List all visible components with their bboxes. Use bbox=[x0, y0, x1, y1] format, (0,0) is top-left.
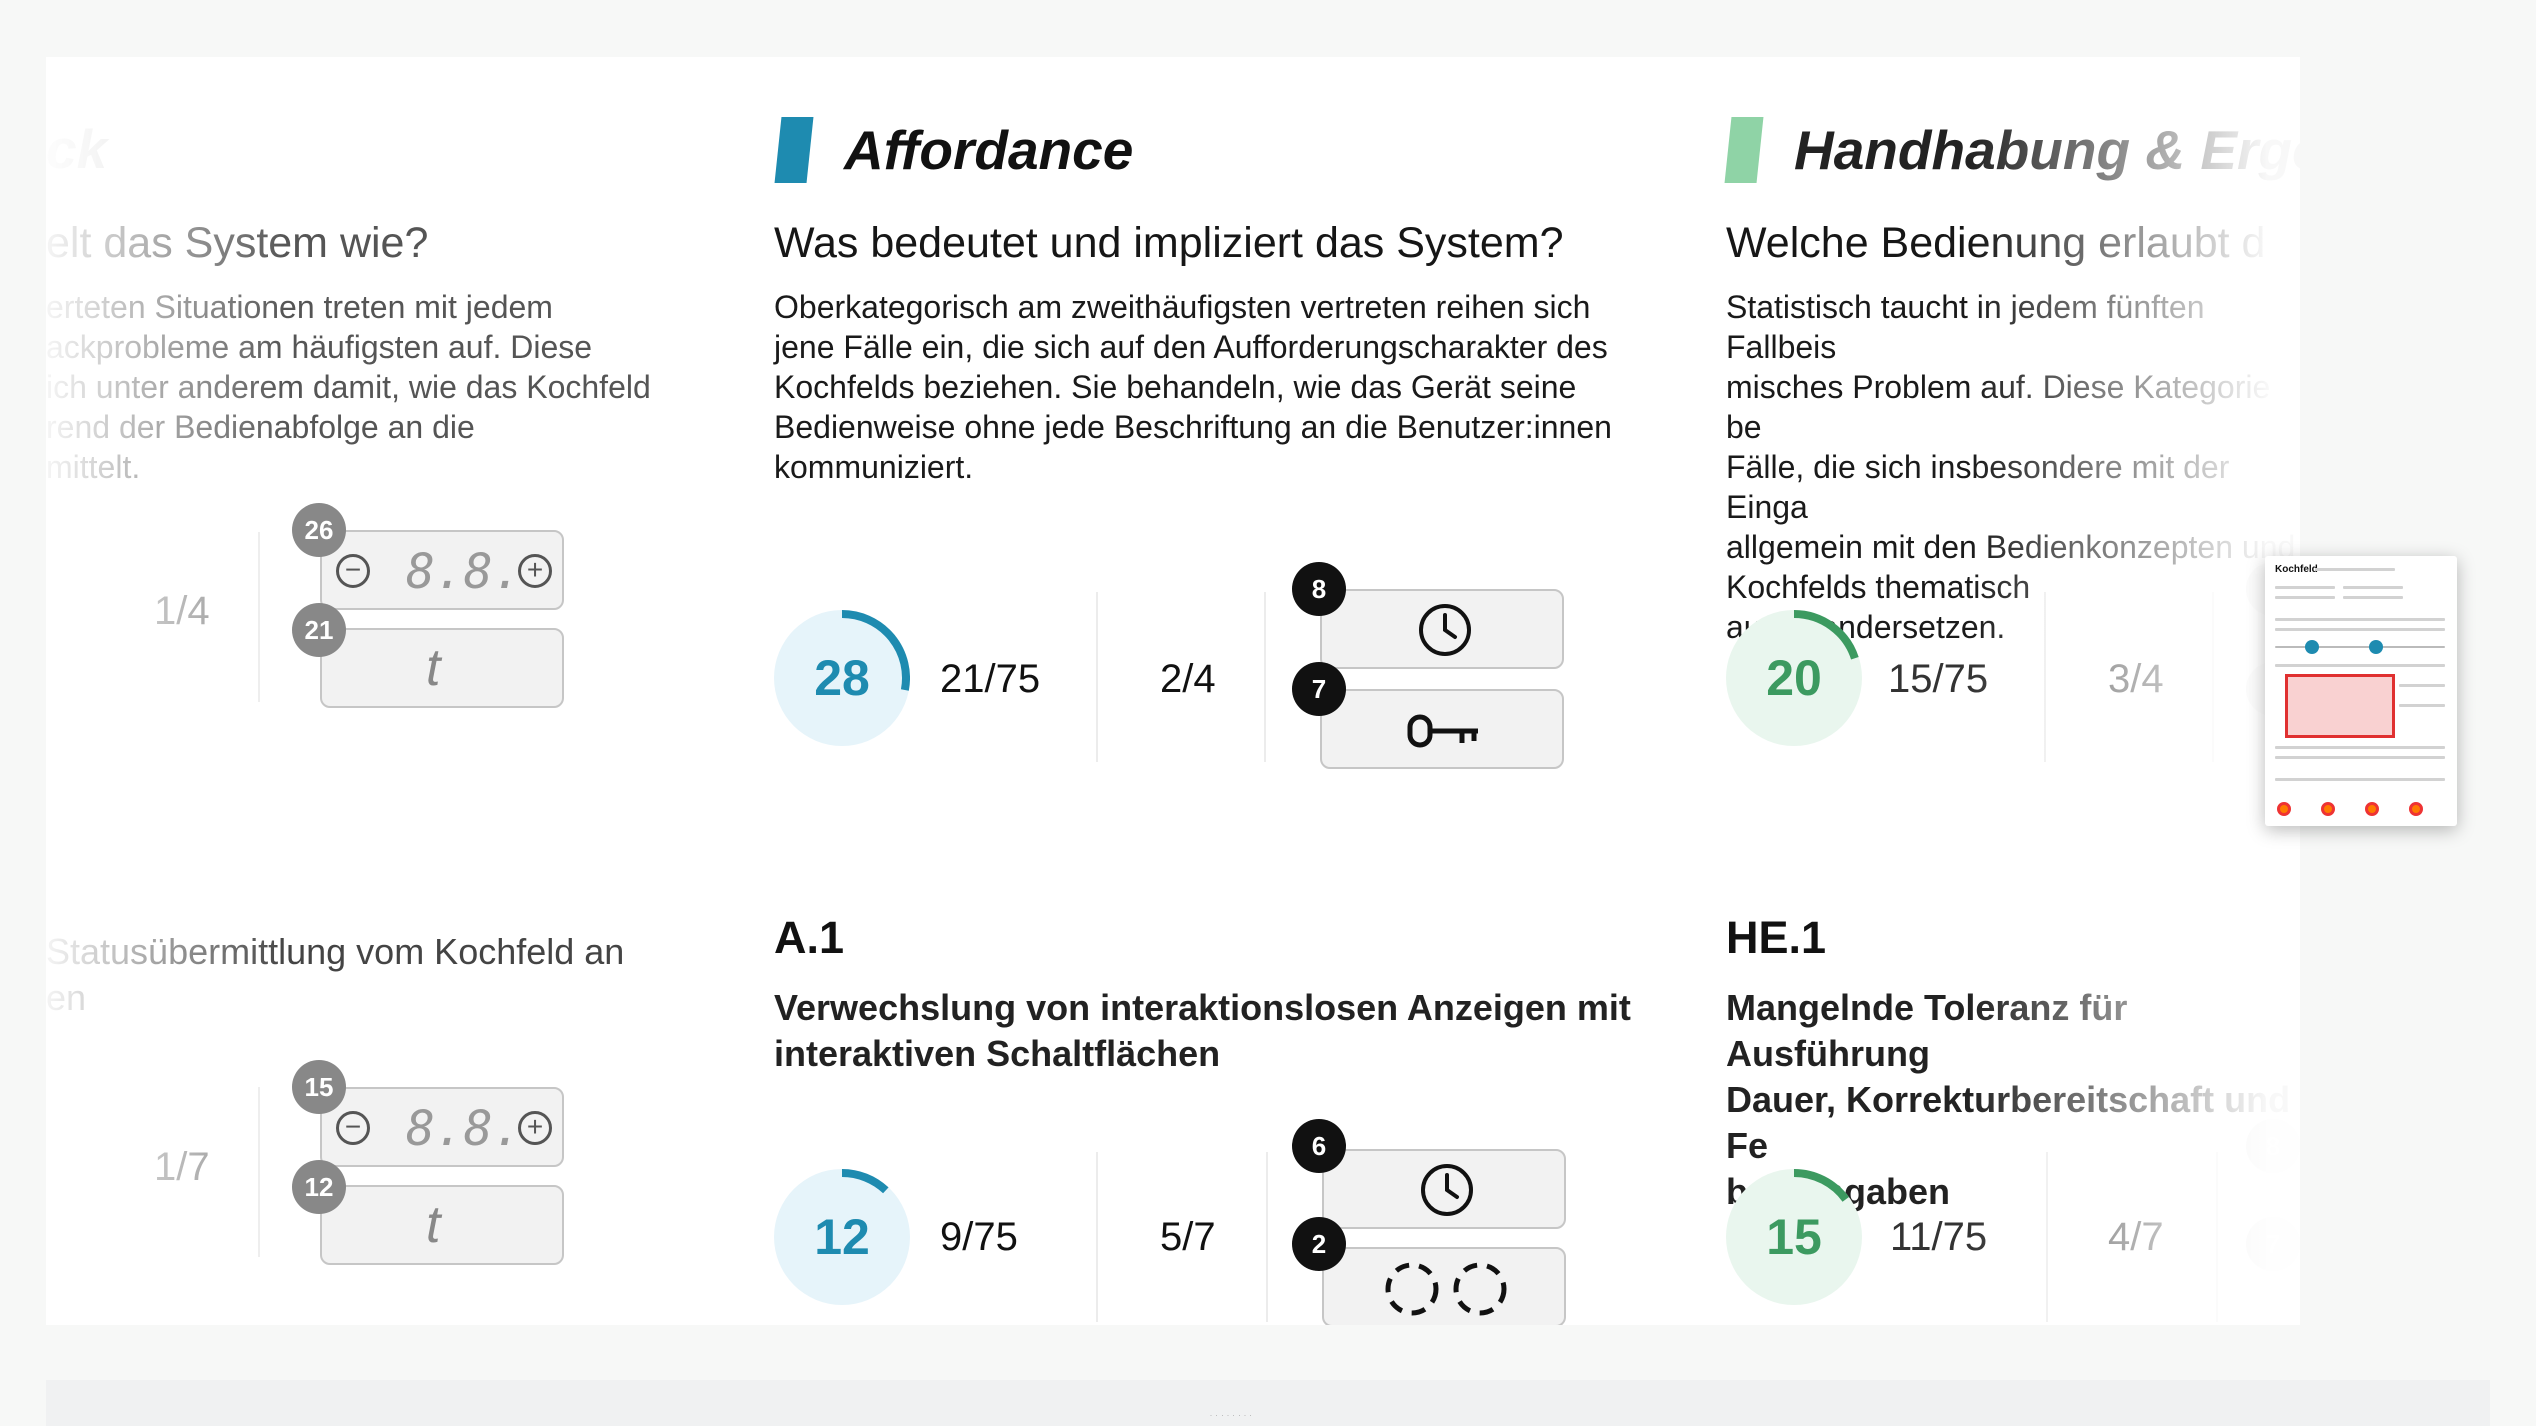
control-panel-key bbox=[1320, 689, 1564, 769]
bottom-caption: · · · · · · · · bbox=[1210, 1413, 1253, 1419]
dashed-circles-icon bbox=[1385, 1262, 1507, 1316]
category-title: Handhabung & Ergo bbox=[1794, 119, 2300, 181]
minus-icon: − bbox=[336, 554, 370, 588]
percentage-value: 28 bbox=[814, 650, 870, 706]
category-ratio: 4/7 bbox=[2108, 1215, 2164, 1259]
seven-segment-display: 8.8. bbox=[406, 544, 522, 600]
ratio-left-1: 1/4 bbox=[154, 589, 210, 633]
percentage-value: 20 bbox=[1766, 650, 1822, 706]
count-badge: 15 bbox=[292, 1060, 346, 1114]
category-title: Affordance bbox=[844, 119, 1134, 181]
display-panel-top: − 8.8. + bbox=[320, 1087, 564, 1167]
category-column-handhabung: Handhabung & Ergo Welche Bedienung erlau… bbox=[1676, 57, 2300, 1325]
count-badge: 8 bbox=[2246, 1119, 2300, 1173]
case-fraction: 21/75 bbox=[940, 657, 1041, 701]
category-description-left: erteten Situationen treten mit jedem ack… bbox=[46, 289, 651, 485]
control-panel-clock bbox=[1320, 589, 1564, 669]
category-header-affordance: Affordance bbox=[774, 117, 1134, 183]
category-title-left: ck bbox=[46, 118, 108, 180]
count-badge: 21 bbox=[292, 603, 346, 657]
percentage-ring: 28 bbox=[774, 610, 910, 746]
category-question: Welche Bedienung erlaubt d bbox=[1726, 219, 2266, 267]
category-column-affordance: Affordance Was bedeutet und impliziert d… bbox=[726, 57, 1676, 1325]
percentage-ring: 15 bbox=[1726, 1169, 1862, 1305]
minus-icon: − bbox=[336, 1111, 370, 1145]
key-icon bbox=[1407, 714, 1478, 748]
percentage-value: 12 bbox=[814, 1209, 870, 1265]
count-badge: 2 bbox=[1292, 1217, 1346, 1271]
timer-symbol-icon: t bbox=[426, 1196, 441, 1254]
category-ratio: 3/4 bbox=[2108, 657, 2164, 701]
category-header-handhabung: Handhabung & Ergo bbox=[1724, 117, 2300, 183]
subcategory-code: A.1 bbox=[774, 912, 845, 963]
display-panel-top: − 8.8. + bbox=[320, 530, 564, 610]
count-badge: 6 bbox=[1292, 1119, 1346, 1173]
poster-canvas[interactable]: ck elt das System wie? erteten Situation… bbox=[46, 57, 2300, 1325]
category-column-left: ck elt das System wie? erteten Situation… bbox=[46, 57, 706, 1325]
control-panel-zones bbox=[1322, 1247, 1566, 1325]
subcategory-title-left: Statusübermittlung vom Kochfeld an en bbox=[46, 931, 625, 1018]
case-fraction: 15/75 bbox=[1888, 657, 1989, 701]
category-ratio: 5/7 bbox=[1160, 1215, 1216, 1259]
seven-segment-display: 8.8. bbox=[406, 1101, 522, 1157]
category-question: Was bedeutet und impliziert das System? bbox=[774, 219, 1564, 267]
count-badge: 12 bbox=[292, 1160, 346, 1214]
percentage-value: 15 bbox=[1766, 1209, 1822, 1265]
subcategory-code: HE.1 bbox=[1726, 912, 1827, 963]
count-badge: 26 bbox=[292, 503, 346, 557]
ratio-left-2: 1/7 bbox=[154, 1145, 210, 1189]
plus-icon: + bbox=[518, 1111, 552, 1145]
plus-icon: + bbox=[518, 554, 552, 588]
display-panel-bottom: t bbox=[320, 628, 564, 708]
count-badge: 8 bbox=[1292, 562, 1346, 616]
category-description: Oberkategorisch am zweithäufigsten vertr… bbox=[774, 289, 1612, 485]
clock-icon bbox=[1419, 604, 1471, 656]
timer-symbol-icon: t bbox=[426, 639, 441, 697]
category-header-left: ck bbox=[46, 117, 107, 181]
clock-icon bbox=[1421, 1164, 1473, 1216]
percentage-ring: 20 bbox=[1726, 610, 1862, 746]
subcategory-title: Verwechslung von interaktionslosen Anzei… bbox=[774, 987, 1631, 1074]
category-color-bar bbox=[774, 117, 814, 183]
display-panel-bottom: t bbox=[320, 1185, 564, 1265]
viewport-indicator[interactable] bbox=[2285, 674, 2395, 738]
category-ratio: 2/4 bbox=[1160, 657, 1216, 701]
count-badge: 7 bbox=[1292, 662, 1346, 716]
bottom-toolbar-area bbox=[46, 1380, 2490, 1426]
category-question-left: elt das System wie? bbox=[46, 219, 429, 267]
percentage-ring: 12 bbox=[774, 1169, 910, 1305]
category-color-bar bbox=[1724, 117, 1764, 183]
thumbnail-title: Kochfeld bbox=[2275, 564, 2318, 575]
count-badge: 7 bbox=[2246, 1217, 2300, 1271]
case-fraction: 11/75 bbox=[1890, 1215, 1988, 1259]
case-fraction: 9/75 bbox=[940, 1215, 1018, 1259]
navigator-thumbnail[interactable]: Kochfeld bbox=[2265, 556, 2457, 826]
control-panel-clock bbox=[1322, 1149, 1566, 1229]
